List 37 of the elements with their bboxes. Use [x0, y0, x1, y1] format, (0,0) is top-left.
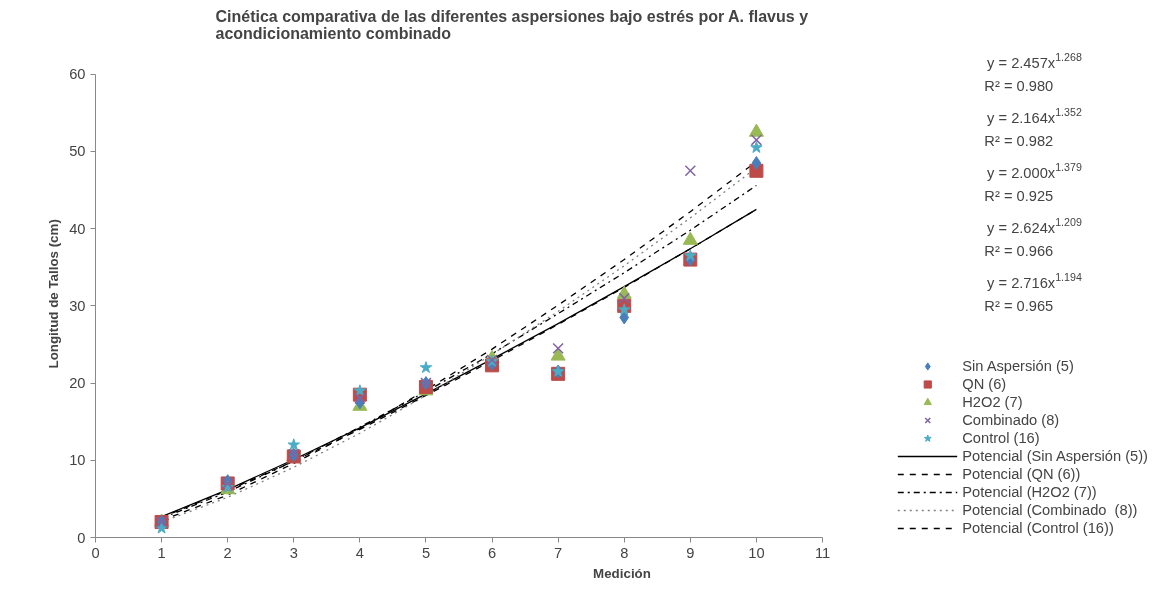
y-tick-label: 30 [69, 297, 86, 314]
x-tick-label: 8 [620, 544, 629, 561]
y-tick-label: 40 [69, 220, 86, 237]
y-axis-title: Longitud de Tallos (cm) [46, 219, 62, 369]
legend-label: Potencial (H2O2 (7)) [962, 483, 1097, 501]
x-tick-label: 9 [686, 544, 695, 561]
text: R² = 0.965 [984, 297, 1054, 314]
x-tick-label: 2 [223, 544, 232, 561]
x-tick-label: 7 [554, 544, 563, 561]
legend-label: QN (6) [962, 375, 1007, 393]
y-tick-label: 60 [69, 66, 86, 83]
y-tick-label: 0 [77, 529, 86, 546]
x-axis-title: Medición [593, 565, 651, 581]
x-tick-label: 5 [421, 544, 431, 561]
x-tick-label: 11 [814, 544, 831, 561]
x-tick-label: 0 [91, 544, 100, 561]
y-tick-label: 10 [69, 452, 86, 469]
x-tick-label: 4 [355, 544, 364, 561]
y-tick-label: 20 [69, 375, 86, 392]
legend-label: Control (16) [962, 429, 1040, 447]
x-tick-label: 3 [289, 544, 298, 561]
x-tick-label: 6 [487, 544, 497, 561]
text: R² = 0.925 [984, 188, 1054, 205]
legend-label: Potencial (QN (6)) [962, 465, 1081, 483]
legend-label: Combinado (8) [962, 411, 1060, 429]
y-tick-label: 50 [69, 143, 86, 160]
chart-title: Cinética comparativa de las diferentes aspersiones bajo estrés por A. flavus y acondicionamiento combinado [215, 7, 809, 42]
x-tick-label: 10 [748, 544, 765, 561]
text: R² = 0.980 [984, 78, 1054, 95]
text: R² = 0.982 [984, 133, 1054, 150]
legend-label: Sin Aspersión (5) [962, 357, 1074, 375]
legend-label: Potencial (Control (16)) [962, 519, 1114, 537]
legend-label: H2O2 (7) [962, 393, 1023, 411]
legend-label: Potencial (Combinado (8)) [962, 501, 1138, 519]
legend-label: Potencial (Sin Aspersión (5)) [962, 447, 1148, 465]
text: R² = 0.966 [984, 243, 1054, 260]
x-tick-label: 1 [157, 544, 166, 561]
